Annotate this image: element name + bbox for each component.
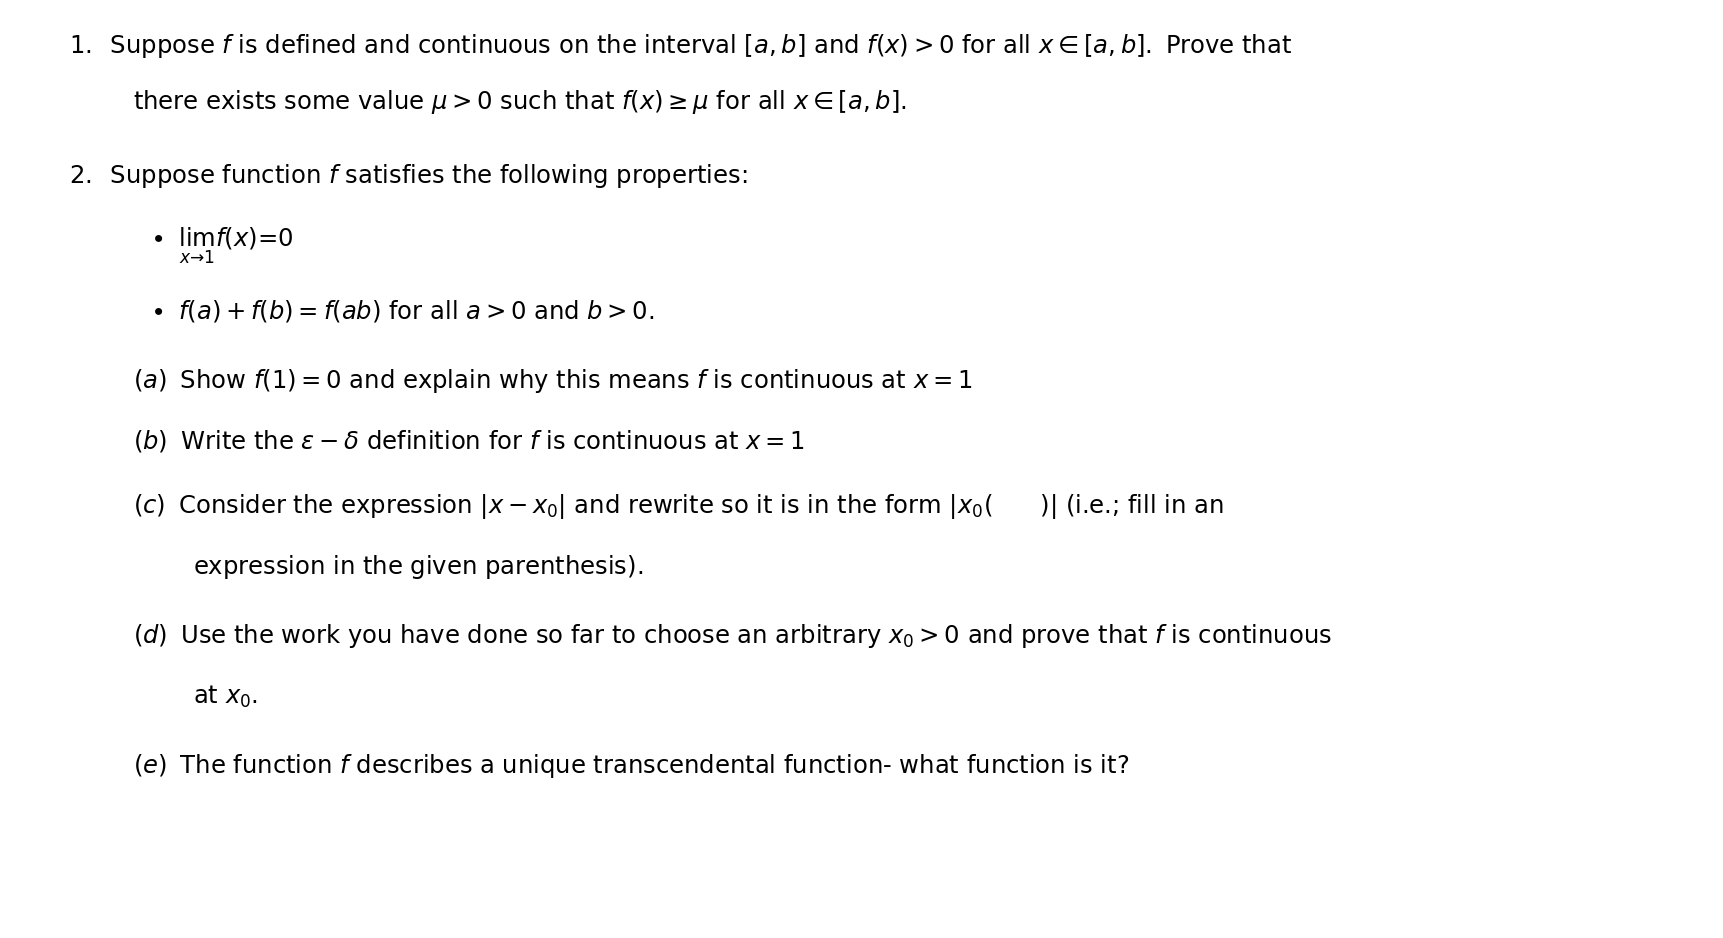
Text: $(e)\;\; \text{The function } f \text{ describes a unique transcendental functio: $(e)\;\; \text{The function } f \text{ d…	[133, 752, 1129, 780]
Text: $1.\;\; \text{Suppose } f \text{ is defined and continuous on the interval } [a,: $1.\;\; \text{Suppose } f \text{ is defi…	[69, 32, 1292, 60]
Text: $\text{there exists some value } \mu > 0 \text{ such that } f(x) \geq \mu \text{: $\text{there exists some value } \mu > 0…	[133, 88, 906, 115]
Text: $(b)\;\; \text{Write the } \varepsilon - \delta \text{ definition for } f \text{: $(b)\;\; \text{Write the } \varepsilon -…	[133, 428, 805, 454]
Text: $\text{at } x_0.$: $\text{at } x_0.$	[193, 684, 258, 710]
Text: $(c)\;\; \text{Consider the expression } |x - x_0| \text{ and rewrite so it is i: $(c)\;\; \text{Consider the expression }…	[133, 492, 1223, 521]
Text: $\text{expression in the given parenthesis).}$: $\text{expression in the given parenthes…	[193, 552, 643, 581]
Text: $(a)\;\; \text{Show } f(1) = 0 \text{ and explain why this means } f \text{ is c: $(a)\;\; \text{Show } f(1) = 0 \text{ an…	[133, 367, 972, 395]
Text: $\bullet \;\; f(a) + f(b) = f(ab) \text{ for all } a > 0 \text{ and } b > 0.$: $\bullet \;\; f(a) + f(b) = f(ab) \text{…	[150, 298, 655, 324]
Text: $(d)\;\; \text{Use the work you have done so far to choose an arbitrary } x_0 > : $(d)\;\; \text{Use the work you have don…	[133, 622, 1332, 650]
Text: $\bullet \;\; \lim_{x \to 1} f(x) = 0$: $\bullet \;\; \lim_{x \to 1} f(x) = 0$	[150, 226, 293, 266]
Text: $2.\;\; \text{Suppose function } f \text{ satisfies the following properties:}$: $2.\;\; \text{Suppose function } f \text…	[69, 162, 748, 190]
